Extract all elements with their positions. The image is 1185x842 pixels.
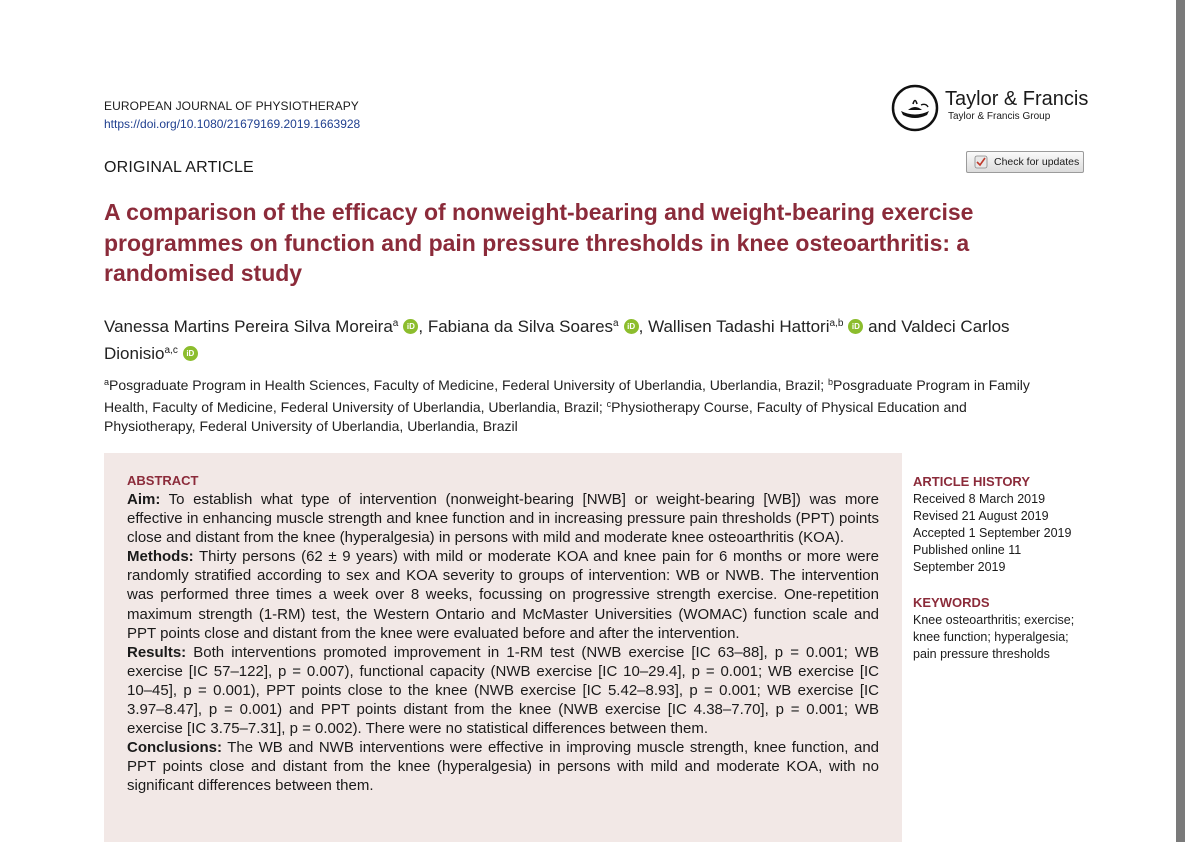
affiliation-marker: a [104,377,110,387]
results-text: Both interventions promoted improvement … [127,643,879,738]
abstract-methods: Methods: Thirty persons (62 ± 9 years) w… [127,547,879,642]
doi-link[interactable]: https://doi.org/10.1080/21679169.2019.16… [104,117,361,131]
history-received: Received 8 March 2019 [913,492,1046,506]
publisher-group: Taylor & Francis Group [948,111,1051,122]
article-type: ORIGINAL ARTICLE [104,159,254,176]
author-affil-sup: a [392,318,399,329]
author-affil-sup: a,c [164,345,178,356]
journal-name: EUROPEAN JOURNAL OF PHYSIOTHERAPY [104,99,359,113]
affiliation-text: Posgraduate Program in Family Health, Fa… [104,377,1030,415]
abstract-results: Results: Both interventions promoted imp… [127,643,879,738]
orcid-icon[interactable]: iD [182,346,198,361]
orcid-label: iD [851,322,860,331]
taylor-francis-logo-icon [891,84,939,132]
crossmark-icon [974,155,988,169]
author-name: Vanessa Martins Pereira Silva Moreira [104,317,393,336]
orcid-icon[interactable]: iD [623,319,639,334]
author-separator: , [418,317,428,336]
author-name: Wallisen Tadashi Hattori [648,317,830,336]
affiliation-text: Physiotherapy Course, Faculty of Physica… [104,399,967,434]
history-revised: Revised 21 August 2019 [913,509,1049,523]
abstract-aim: Aim: To establish what type of intervent… [127,490,879,547]
article-history-heading: ARTICLE HISTORY [913,474,1031,489]
orcid-icon[interactable]: iD [848,319,864,334]
conclusions-label: Conclusions: [127,739,223,757]
orcid-label: iD [627,322,636,331]
article-history: Received 8 March 2019 Revised 21 August … [913,491,1088,576]
author-affil-sup: a,b [829,318,844,329]
check-for-updates-label: Check for updates [994,156,1080,168]
history-accepted: Accepted 1 September 2019 [913,526,1072,540]
affiliations: aPosgraduate Program in Health Sciences,… [104,373,1054,436]
abstract-conclusions: Conclusions: The WB and NWB intervention… [127,738,879,795]
author-separator: and [863,317,902,336]
article-title: A comparison of the efficacy of nonweigh… [104,199,974,286]
author-name: Valdeci Carlos Dionisio [104,317,1010,363]
methods-label: Methods: [127,548,194,566]
methods-text: Thirty persons (62 ± 9 years) with mild … [127,548,879,642]
affiliation-marker: c [606,399,612,409]
viewer-background [1176,0,1185,842]
conclusions-text: The WB and NWB interventions were effect… [127,739,879,795]
orcid-label: iD [406,322,415,331]
aim-label: Aim: [127,491,161,508]
keywords-list: Knee osteoarthritis; exercise; knee func… [913,613,1075,661]
author-separator: , [638,317,649,336]
abstract-box [104,453,902,842]
keywords-heading: KEYWORDS [913,595,990,610]
affiliation-text: Posgraduate Program in Health Sciences, … [109,377,829,393]
orcid-icon[interactable]: iD [403,319,419,334]
affiliation-marker: b [828,377,834,387]
results-label: Results: [127,643,187,661]
abstract-heading: ABSTRACT [127,473,199,488]
author-list: Vanessa Martins Pereira Silva Moreiraa iD… [104,312,1064,366]
orcid-label: iD [186,349,195,358]
abstract-body: Aim: To establish what type of intervent… [127,490,879,796]
author-name: Fabiana da Silva Soares [427,317,614,336]
aim-text: To establish what type of intervention (… [127,491,879,547]
author-affil-sup: a [613,318,619,329]
publisher-name: Taylor & Francis [945,88,1089,110]
history-published: Published online 11 September 2019 [913,543,1022,574]
check-for-updates-button[interactable]: Check for updates [966,151,1084,173]
